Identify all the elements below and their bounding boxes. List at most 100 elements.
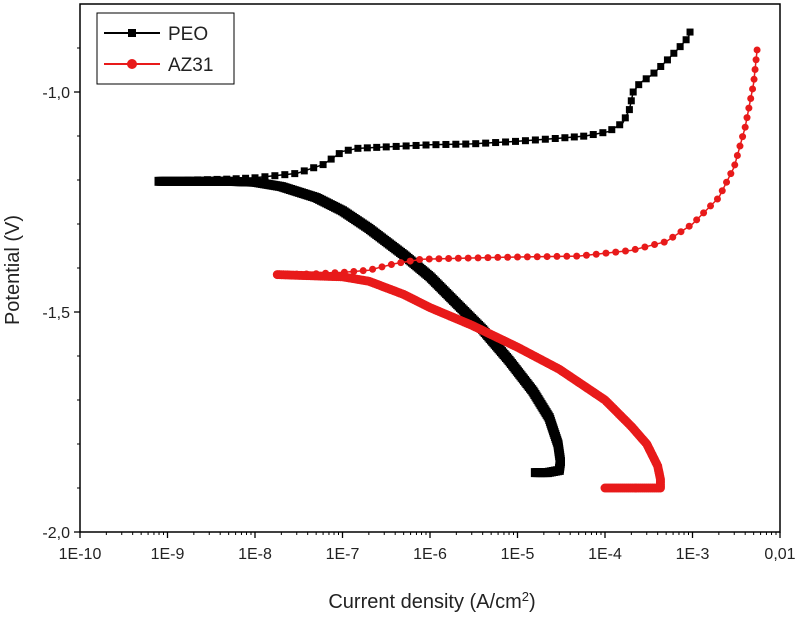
data-point xyxy=(350,267,358,275)
data-point xyxy=(751,66,759,74)
data-point xyxy=(281,171,289,179)
data-point xyxy=(582,251,590,259)
data-point xyxy=(745,104,753,112)
data-point xyxy=(521,137,529,145)
data-point xyxy=(747,95,755,103)
data-point xyxy=(669,233,677,241)
data-point xyxy=(660,238,668,246)
data-point xyxy=(663,56,671,64)
data-point xyxy=(651,241,659,249)
data-point xyxy=(723,178,731,186)
data-point xyxy=(291,170,299,178)
data-point xyxy=(464,254,472,262)
data-point xyxy=(635,81,643,89)
data-point xyxy=(378,263,386,271)
data-point xyxy=(589,131,597,139)
data-point xyxy=(523,253,531,261)
data-point xyxy=(392,142,400,150)
legend-item-az31: AZ31 xyxy=(104,55,213,76)
legend-label: PEO xyxy=(168,24,208,45)
y-axis-title: Potential (V) xyxy=(2,215,24,325)
data-point xyxy=(442,140,450,148)
data-point xyxy=(502,138,510,146)
data-point xyxy=(677,228,685,236)
data-point xyxy=(686,28,694,36)
data-point xyxy=(657,62,665,70)
data-point xyxy=(494,253,502,261)
data-point xyxy=(629,88,637,96)
legend-item-peo: PEO xyxy=(104,24,208,45)
legend: PEO AZ31 xyxy=(96,12,235,85)
data-point xyxy=(733,151,741,159)
data-point xyxy=(416,256,424,264)
data-point xyxy=(741,123,749,131)
y-tick-label: -1,5 xyxy=(42,305,70,322)
data-point xyxy=(676,43,684,51)
data-point xyxy=(580,132,588,140)
data-point xyxy=(553,252,561,260)
data-point xyxy=(749,85,757,93)
data-point xyxy=(462,140,470,148)
anodic-branch-line xyxy=(158,30,692,183)
data-point xyxy=(621,247,629,255)
series-peo xyxy=(154,28,694,478)
data-point xyxy=(608,126,616,134)
data-curves xyxy=(154,28,761,493)
data-point xyxy=(718,187,726,195)
data-point xyxy=(363,144,371,152)
data-point xyxy=(344,146,352,154)
data-point xyxy=(382,143,390,151)
data-point xyxy=(354,144,362,152)
data-point xyxy=(541,135,549,143)
data-point xyxy=(474,254,482,262)
data-point xyxy=(693,216,701,224)
data-point xyxy=(445,255,453,263)
anodic-branch-line xyxy=(277,47,759,276)
data-point xyxy=(700,209,708,217)
data-point xyxy=(397,259,405,267)
data-point xyxy=(563,252,571,260)
data-point xyxy=(743,114,751,122)
data-point xyxy=(482,139,490,147)
data-point xyxy=(514,253,521,261)
data-point xyxy=(504,253,512,261)
data-point xyxy=(736,142,744,150)
data-point xyxy=(551,134,559,142)
data-point xyxy=(300,167,308,175)
y-tick-label: -1,0 xyxy=(42,85,70,102)
data-point xyxy=(369,265,377,273)
x-tick-label: 1E-5 xyxy=(501,546,535,563)
data-point xyxy=(387,261,395,269)
data-point xyxy=(592,250,600,258)
data-point xyxy=(128,29,136,37)
data-point xyxy=(752,56,760,64)
data-point xyxy=(425,255,433,263)
data-point xyxy=(731,161,739,169)
plot-frame xyxy=(79,3,781,533)
legend-label: AZ31 xyxy=(168,55,213,76)
data-point xyxy=(432,141,440,149)
data-point xyxy=(685,222,693,230)
x-tick-label: 1E-10 xyxy=(59,546,102,563)
data-point xyxy=(561,134,569,142)
y-tick-labels: -1,0 -1,5 -2,0 xyxy=(42,85,70,542)
series-az31 xyxy=(272,46,761,493)
data-point xyxy=(422,141,430,149)
y-tick-label: -2,0 xyxy=(42,525,70,542)
data-point xyxy=(543,253,551,261)
data-point xyxy=(625,106,633,114)
x-tick-label: 0,01 xyxy=(764,546,795,563)
data-point xyxy=(435,255,443,263)
data-point xyxy=(512,137,520,145)
data-point xyxy=(727,170,735,178)
data-point xyxy=(530,468,540,478)
data-point xyxy=(484,254,492,262)
x-tick-label: 1E-4 xyxy=(588,546,622,563)
data-point xyxy=(454,254,462,262)
x-tick-labels: 1E-10 1E-9 1E-8 1E-7 1E-6 1E-5 1E-4 1E-3 0,01 xyxy=(59,546,796,563)
data-point xyxy=(641,243,649,251)
data-point xyxy=(570,133,578,141)
data-point xyxy=(616,121,624,129)
data-point xyxy=(627,97,635,105)
